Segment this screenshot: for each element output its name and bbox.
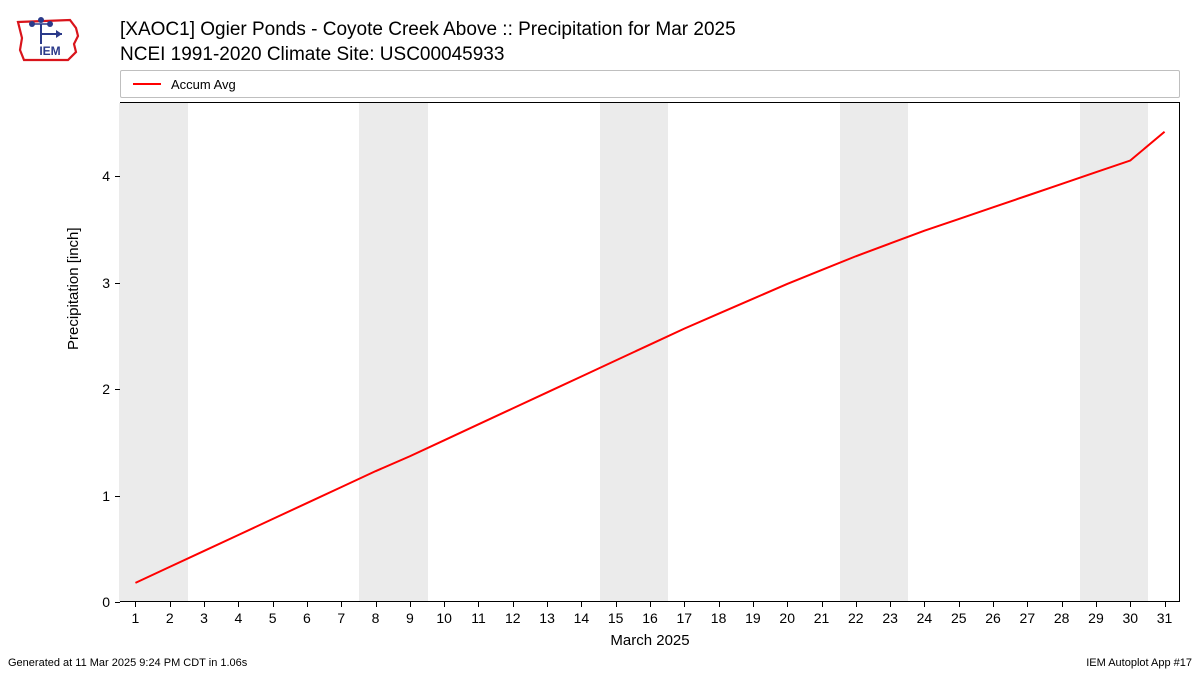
x-tick-label: 20 (779, 610, 795, 626)
svg-text:IEM: IEM (39, 44, 60, 58)
x-tick-mark (444, 602, 445, 607)
legend-swatch (133, 83, 161, 85)
y-tick-label: 0 (102, 594, 110, 610)
x-tick-label: 27 (1020, 610, 1036, 626)
x-tick-mark (822, 602, 823, 607)
x-tick-label: 19 (745, 610, 761, 626)
x-tick-label: 13 (539, 610, 555, 626)
y-tick-label: 3 (102, 275, 110, 291)
y-tick-label: 1 (102, 488, 110, 504)
legend: Accum Avg (120, 70, 1180, 98)
x-tick-mark (616, 602, 617, 607)
x-axis-label: March 2025 (120, 632, 1180, 649)
x-tick-label: 12 (505, 610, 521, 626)
y-tick-label: 2 (102, 381, 110, 397)
x-tick-label: 5 (269, 610, 277, 626)
plot-area: 0123412345678910111213141516171819202122… (120, 102, 1180, 602)
x-tick-label: 16 (642, 610, 658, 626)
y-tick-label: 4 (102, 168, 110, 184)
x-tick-mark (1130, 602, 1131, 607)
title-line1: [XAOC1] Ogier Ponds - Coyote Creek Above… (120, 18, 736, 43)
x-tick-mark (376, 602, 377, 607)
x-tick-mark (890, 602, 891, 607)
x-tick-mark (478, 602, 479, 607)
x-tick-label: 11 (471, 610, 486, 626)
x-tick-label: 1 (132, 610, 140, 626)
line-series (120, 102, 1180, 602)
x-tick-label: 22 (848, 610, 864, 626)
x-tick-mark (341, 602, 342, 607)
x-tick-mark (924, 602, 925, 607)
iem-logo: IEM (10, 10, 90, 70)
x-tick-label: 28 (1054, 610, 1070, 626)
x-tick-mark (410, 602, 411, 607)
title-line2: NCEI 1991-2020 Climate Site: USC00045933 (120, 43, 736, 68)
x-tick-label: 30 (1122, 610, 1138, 626)
x-tick-label: 6 (303, 610, 311, 626)
x-tick-mark (787, 602, 788, 607)
accum-avg-line (135, 132, 1164, 583)
x-tick-label: 7 (337, 610, 345, 626)
x-tick-mark (959, 602, 960, 607)
x-tick-mark (170, 602, 171, 607)
y-tick-mark (115, 176, 120, 177)
y-tick-mark (115, 496, 120, 497)
x-tick-label: 3 (200, 610, 208, 626)
x-tick-label: 2 (166, 610, 174, 626)
x-tick-mark (1165, 602, 1166, 607)
x-tick-mark (273, 602, 274, 607)
x-tick-mark (753, 602, 754, 607)
x-tick-label: 4 (234, 610, 242, 626)
x-tick-mark (719, 602, 720, 607)
x-tick-label: 29 (1088, 610, 1104, 626)
footer-app: IEM Autoplot App #17 (1086, 657, 1192, 669)
chart-title: [XAOC1] Ogier Ponds - Coyote Creek Above… (120, 18, 736, 67)
y-tick-mark (115, 602, 120, 603)
x-tick-mark (204, 602, 205, 607)
x-tick-label: 25 (951, 610, 967, 626)
legend-label: Accum Avg (171, 77, 236, 92)
footer-generated: Generated at 11 Mar 2025 9:24 PM CDT in … (8, 657, 247, 669)
x-tick-label: 9 (406, 610, 414, 626)
x-tick-mark (650, 602, 651, 607)
x-tick-label: 21 (814, 610, 830, 626)
x-tick-mark (1096, 602, 1097, 607)
x-tick-label: 10 (436, 610, 452, 626)
x-tick-label: 24 (917, 610, 933, 626)
x-tick-mark (513, 602, 514, 607)
x-tick-mark (1062, 602, 1063, 607)
x-tick-label: 23 (882, 610, 898, 626)
y-tick-mark (115, 283, 120, 284)
x-tick-mark (238, 602, 239, 607)
x-tick-mark (581, 602, 582, 607)
y-tick-mark (115, 389, 120, 390)
x-tick-label: 26 (985, 610, 1001, 626)
x-tick-label: 31 (1157, 610, 1173, 626)
x-tick-mark (307, 602, 308, 607)
x-tick-label: 15 (608, 610, 624, 626)
x-tick-mark (1027, 602, 1028, 607)
x-tick-label: 8 (372, 610, 380, 626)
x-tick-label: 18 (711, 610, 727, 626)
x-tick-label: 17 (677, 610, 693, 626)
x-tick-mark (993, 602, 994, 607)
x-tick-mark (547, 602, 548, 607)
y-axis-label: Precipitation [inch] (65, 227, 82, 350)
x-tick-mark (135, 602, 136, 607)
x-tick-mark (856, 602, 857, 607)
x-tick-label: 14 (574, 610, 590, 626)
x-tick-mark (684, 602, 685, 607)
